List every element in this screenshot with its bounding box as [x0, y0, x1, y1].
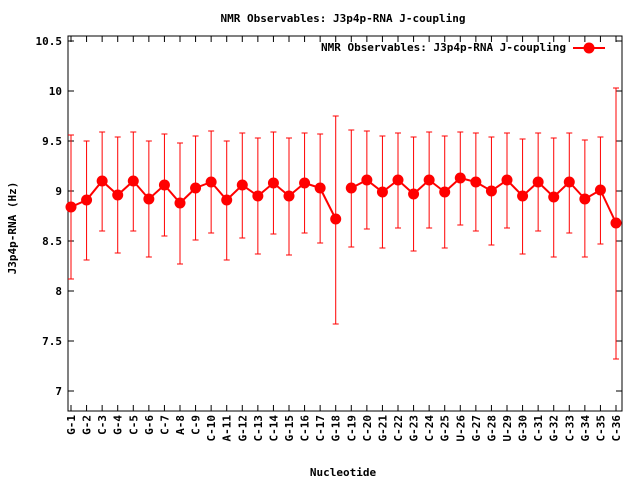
x-tick-label: G-28	[485, 415, 498, 442]
data-point	[65, 201, 77, 213]
x-tick-label: A-8	[174, 415, 187, 435]
data-point	[205, 176, 217, 188]
x-tick-label: C-19	[345, 415, 358, 442]
y-axis-label: J3p4p-RNA (Hz)	[6, 182, 19, 275]
data-point	[314, 182, 326, 194]
y-tick-label: 7.5	[42, 335, 62, 348]
series-line	[70, 179, 337, 220]
y-tick-label: 10.5	[36, 35, 63, 48]
x-tick-label: A-11	[221, 415, 234, 442]
series-line	[350, 176, 617, 224]
data-point	[423, 174, 435, 186]
legend: NMR Observables: J3p4p-RNA J-coupling	[321, 41, 605, 54]
x-tick-label: C-31	[532, 415, 545, 442]
data-point	[532, 176, 544, 188]
y-tick-label: 7	[55, 385, 62, 398]
chart-title: NMR Observables: J3p4p-RNA J-coupling	[220, 12, 465, 25]
data-point	[408, 188, 420, 200]
x-tick-label: C-22	[392, 415, 405, 442]
x-tick-label: C-13	[252, 415, 265, 442]
y-tick-label: 9.5	[42, 135, 62, 148]
data-point	[376, 186, 388, 198]
y-tick-label: 10	[49, 85, 62, 98]
x-tick-label: C-36	[610, 415, 623, 442]
x-tick-label: C-10	[205, 415, 218, 442]
y-tick-label: 8	[55, 285, 62, 298]
x-tick-label: G-2	[81, 415, 94, 435]
x-tick-label: U-26	[454, 415, 467, 442]
legend-marker	[583, 42, 595, 54]
data-point	[501, 174, 513, 186]
x-tick-label: G-6	[143, 415, 156, 435]
y-tick-label: 8.5	[42, 235, 62, 248]
x-tick-label: C-3	[96, 415, 109, 435]
data-point	[252, 190, 264, 202]
data-point	[221, 194, 233, 206]
data-point	[81, 194, 93, 206]
x-tick-label: C-33	[563, 415, 576, 442]
data-point	[143, 193, 155, 205]
x-tick-label: G-4	[112, 415, 125, 435]
data-point	[470, 176, 482, 188]
data-point	[330, 213, 342, 225]
data-point	[439, 186, 451, 198]
data-point	[158, 179, 170, 191]
plot-frame	[67, 35, 623, 412]
data-point	[96, 175, 108, 187]
data-point	[236, 179, 248, 191]
x-tick-label: G-32	[548, 415, 561, 442]
data-point	[299, 177, 311, 189]
data-point	[112, 189, 124, 201]
data-point	[454, 172, 466, 184]
x-tick-label: C-24	[423, 415, 436, 442]
x-tick-label: C-20	[361, 415, 374, 442]
x-tick-label: C-35	[594, 415, 607, 442]
data-point	[392, 174, 404, 186]
x-tick-label: C-5	[127, 415, 140, 435]
x-tick-label: G-25	[439, 415, 452, 442]
data-point	[127, 175, 139, 187]
x-tick-label: G-30	[517, 415, 530, 442]
x-tick-label: G-27	[470, 415, 483, 442]
data-point	[610, 217, 622, 229]
data-point	[594, 184, 606, 196]
x-tick-label: G-23	[408, 415, 421, 442]
data-point	[517, 190, 529, 202]
x-tick-label: G-21	[376, 415, 389, 442]
data-point	[563, 176, 575, 188]
data-point	[579, 193, 591, 205]
x-tick-label: G-12	[236, 415, 249, 442]
x-tick-label: G-18	[330, 415, 343, 442]
x-tick-label: G-1	[65, 415, 78, 435]
y-tick-label: 9	[55, 185, 62, 198]
data-point	[548, 191, 560, 203]
data-point	[345, 182, 357, 194]
legend-label: NMR Observables: J3p4p-RNA J-coupling	[321, 41, 566, 54]
x-tick-label: G-34	[579, 415, 592, 442]
x-axis-label: Nucleotide	[310, 466, 377, 479]
data-point	[361, 174, 373, 186]
x-tick-label: C-9	[190, 415, 203, 435]
x-tick-label: C-7	[158, 415, 171, 435]
data-point	[267, 177, 279, 189]
data-point	[174, 197, 186, 209]
x-tick-label: C-16	[299, 415, 312, 442]
x-tick-label: G-15	[283, 415, 296, 442]
data-point	[190, 182, 202, 194]
x-tick-label: U-29	[501, 415, 514, 442]
data-point	[485, 185, 497, 197]
data-point	[283, 190, 295, 202]
x-tick-label: C-14	[267, 415, 280, 442]
x-tick-label: C-17	[314, 415, 327, 442]
